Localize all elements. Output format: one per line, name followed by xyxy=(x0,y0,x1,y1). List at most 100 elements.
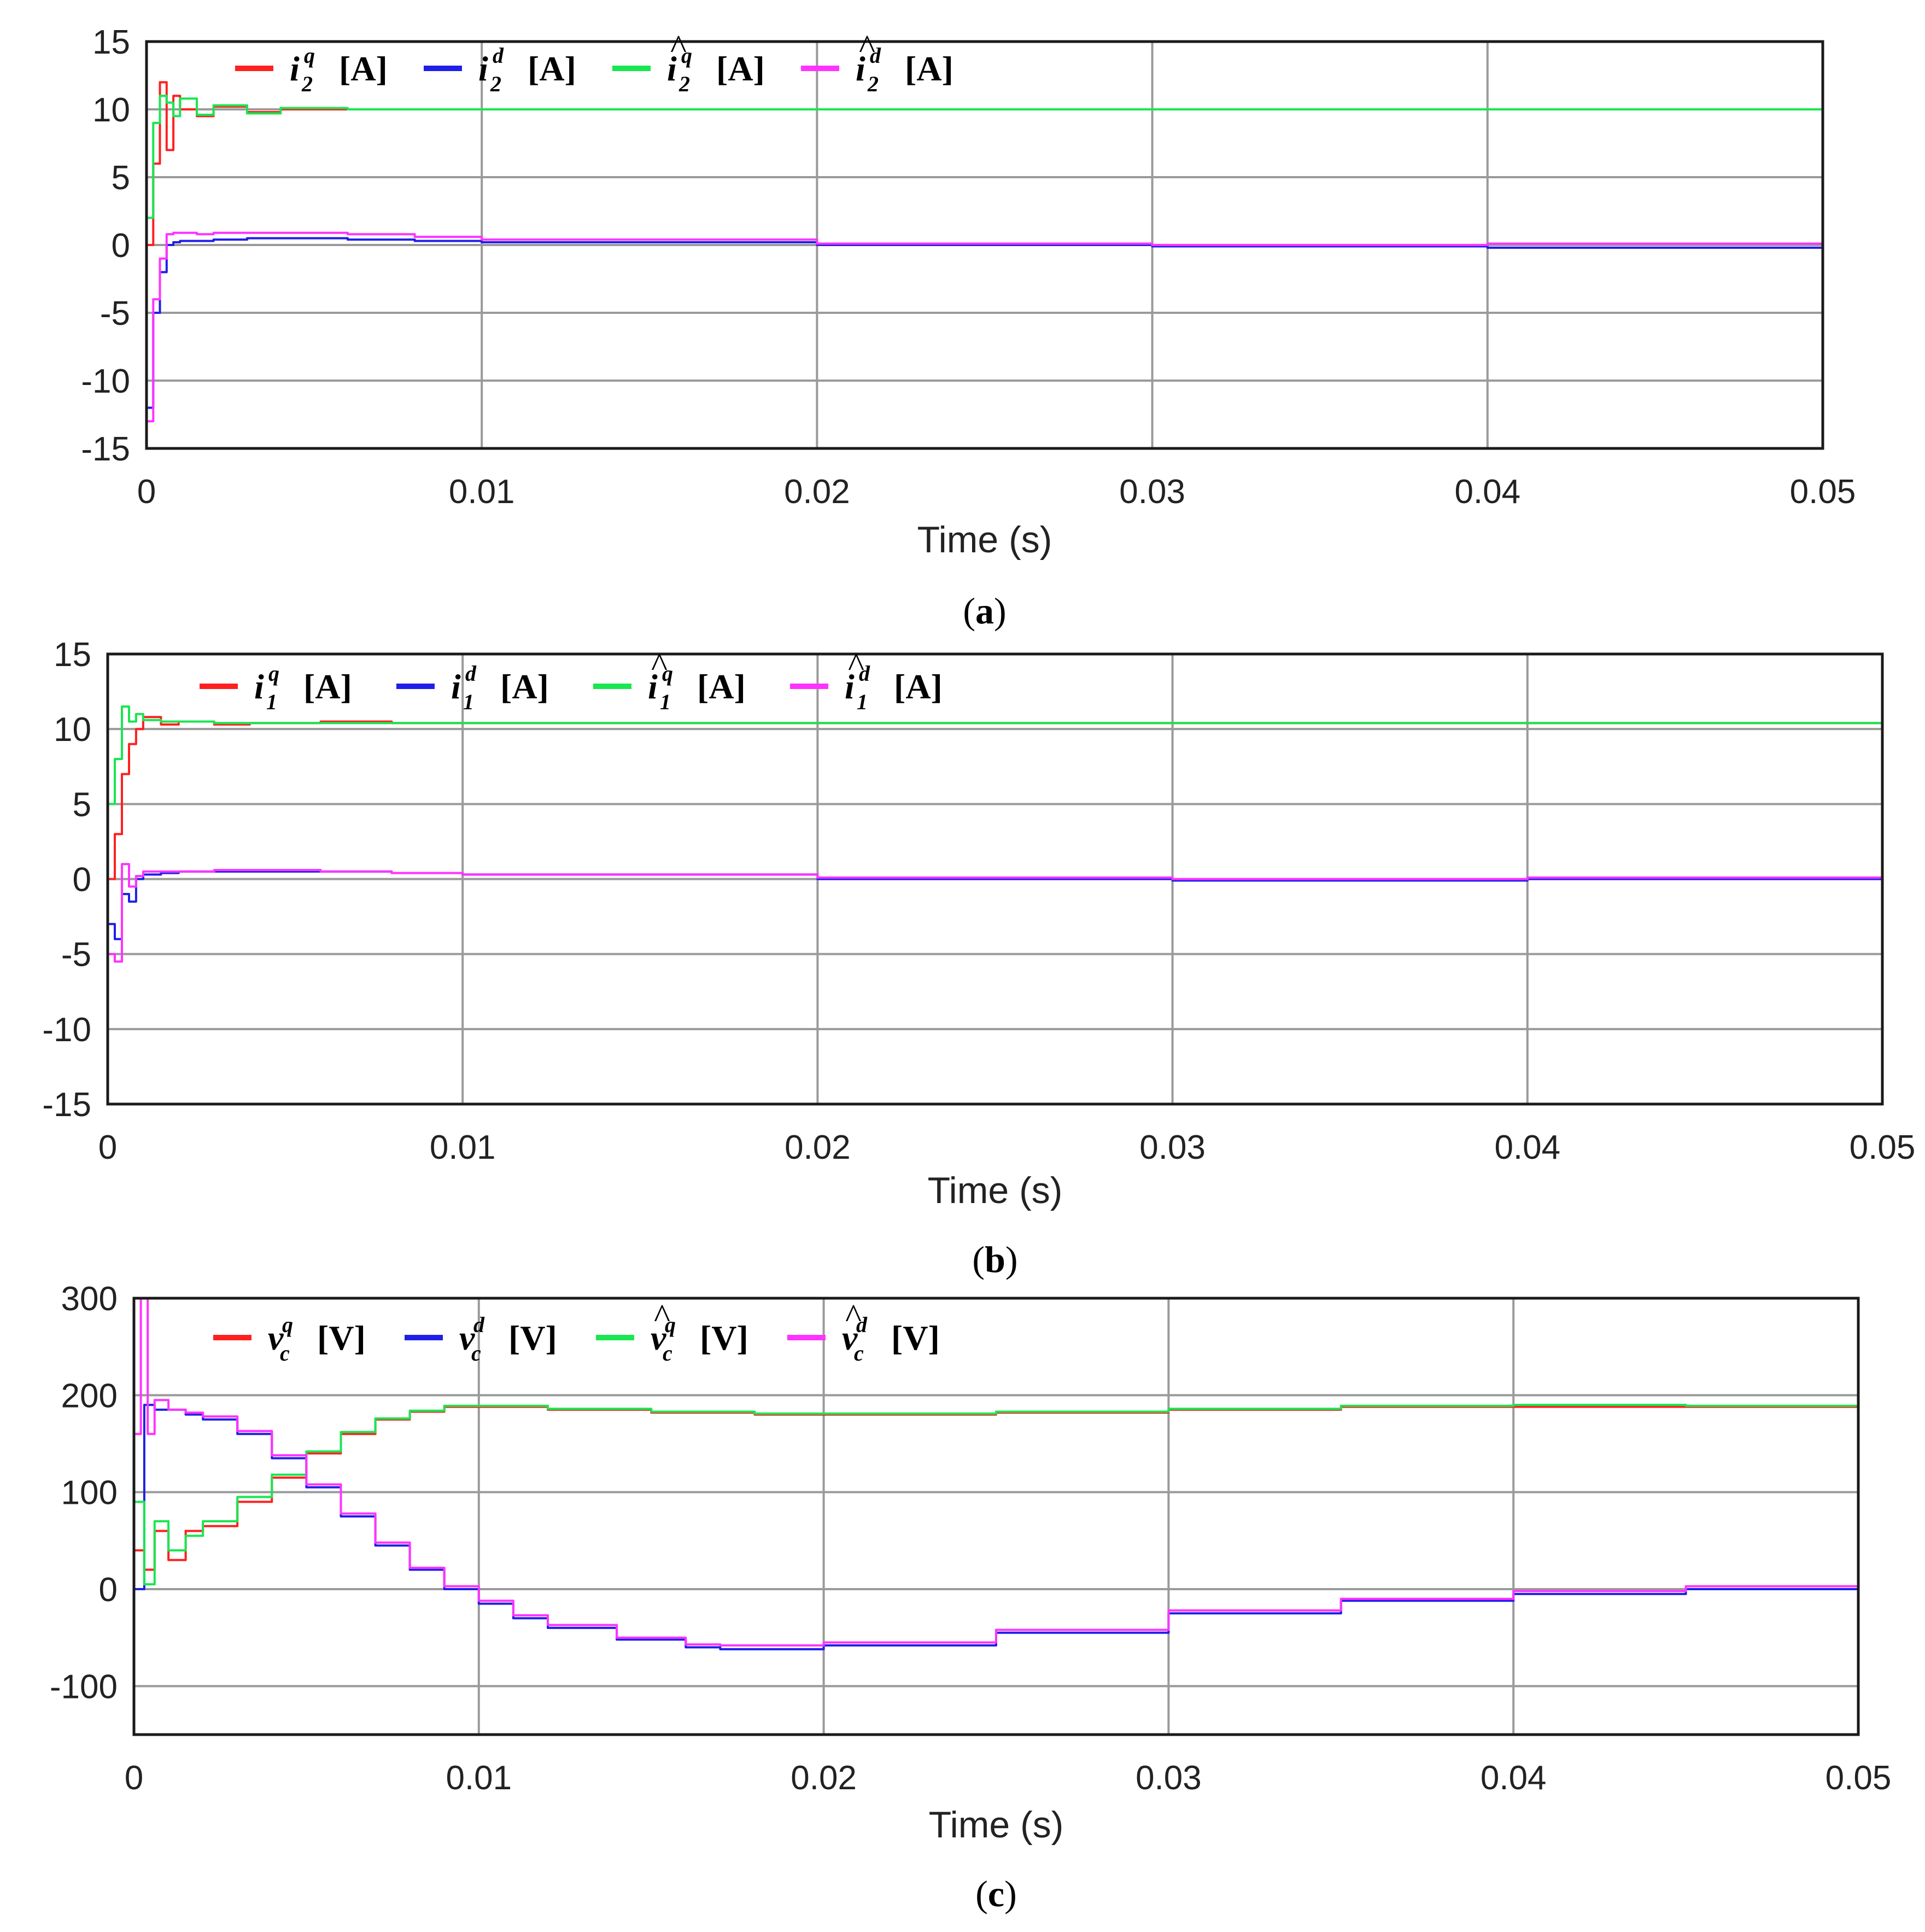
legend-unit: [A] xyxy=(697,667,746,706)
panel-caption: (b) xyxy=(972,1239,1017,1280)
legend-symbol: i xyxy=(478,49,488,88)
y-tick-label: 200 xyxy=(61,1377,118,1415)
x-tick-label: 0.02 xyxy=(784,473,850,511)
legend-symbol: i xyxy=(451,667,461,706)
legend-superscript: d xyxy=(465,661,477,686)
legend-hat: ^ xyxy=(651,645,668,684)
legend-superscript: q xyxy=(662,661,673,686)
plot-frame xyxy=(106,652,1884,1106)
y-tick-label: 10 xyxy=(54,711,91,749)
legend-symbol: i xyxy=(290,49,300,88)
legend-hat: ^ xyxy=(845,1297,862,1335)
x-axis-label: Time (s) xyxy=(917,519,1052,561)
panel-caption-letter: a xyxy=(975,590,994,632)
series-line-vcd_hat xyxy=(134,1297,1859,1647)
y-tick-label: 300 xyxy=(61,1280,118,1318)
series-line-i1q_hat xyxy=(108,705,1882,806)
legend-subscript: 2 xyxy=(678,72,690,96)
y-tick-label: 0 xyxy=(99,1571,118,1609)
legend-superscript: q xyxy=(268,661,279,686)
y-tick-label: 15 xyxy=(54,636,91,674)
x-tick-label: 0.05 xyxy=(1825,1759,1892,1797)
legend-unit: [A] xyxy=(528,49,576,88)
legend-symbol: v xyxy=(651,1318,666,1357)
x-tick-label: 0.02 xyxy=(785,1129,851,1166)
panel-a: 0 0.01 0.02 0.03 0.04 0.05 15 10 5 0 -5 -10 -15 Time … xyxy=(81,24,1856,632)
panel-caption: (a) xyxy=(963,590,1006,632)
legend-symbol: v xyxy=(459,1318,475,1357)
y-tick-label: -5 xyxy=(61,936,91,974)
x-tick-label: 0.03 xyxy=(1139,1129,1206,1166)
legend-unit: [A] xyxy=(716,49,765,88)
legend-unit: [A] xyxy=(905,49,953,88)
x-tick-label: 0.04 xyxy=(1481,1759,1547,1797)
y-tick-label: 0 xyxy=(73,861,91,899)
legend-symbol: i xyxy=(254,667,264,706)
panel-caption: (c) xyxy=(975,1873,1017,1915)
legend-unit: [V] xyxy=(317,1318,366,1357)
legend-subscript: 2 xyxy=(490,72,501,96)
legend-unit: [V] xyxy=(508,1318,557,1357)
legend-subscript: 1 xyxy=(857,690,868,714)
legend-superscript: d xyxy=(870,43,881,68)
legend-symbol: i xyxy=(845,667,855,706)
legend-superscript: d xyxy=(856,1312,868,1337)
x-tick-label: 0.01 xyxy=(430,1129,496,1166)
y-tick-label: -10 xyxy=(81,363,130,400)
plot-area xyxy=(134,1298,1858,1735)
panel-caption-letter: c xyxy=(988,1873,1004,1915)
legend: i 1q [A] i 1d [A] i^1q [A] i^1d [A] xyxy=(200,645,943,714)
y-tick-label: 100 xyxy=(61,1474,118,1512)
legend-subscript: c xyxy=(280,1341,290,1365)
series-line-vcq_hat xyxy=(134,1404,1858,1586)
series-line-i2q_hat xyxy=(147,95,1823,219)
legend-hat: ^ xyxy=(859,27,875,66)
x-tick-label: 0 xyxy=(125,1759,143,1797)
legend-unit: [A] xyxy=(339,49,388,88)
plot-frame xyxy=(132,1297,1860,1736)
x-tick-label: 0.04 xyxy=(1454,473,1520,511)
plot-frame xyxy=(145,40,1824,450)
y-tick-label: -15 xyxy=(81,430,130,468)
x-tick-label: 0 xyxy=(137,473,156,511)
y-tick-label: -100 xyxy=(50,1668,118,1706)
x-tick-label: 0.01 xyxy=(446,1759,512,1797)
legend-superscript: q xyxy=(282,1312,293,1337)
y-tick-label: -5 xyxy=(100,295,130,332)
x-tick-label: 0.05 xyxy=(1850,1129,1916,1166)
legend-symbol: i xyxy=(856,49,865,88)
x-axis-label: Time (s) xyxy=(928,1170,1063,1211)
x-tick-label: 0.05 xyxy=(1790,473,1856,511)
y-tick-label: 5 xyxy=(112,159,130,197)
panel-caption-letter: b xyxy=(985,1239,1005,1280)
x-tick-label: 0 xyxy=(98,1129,117,1166)
legend-unit: [A] xyxy=(500,667,549,706)
x-tick-label: 0.03 xyxy=(1119,473,1185,511)
legend: vcq [V] vcd [V] v^cq [V] v^cd [V] xyxy=(213,1297,940,1365)
legend-subscript: 1 xyxy=(463,690,474,714)
y-tick-label: 5 xyxy=(73,786,91,824)
legend-hat: ^ xyxy=(670,27,687,66)
legend-symbol: i xyxy=(648,667,658,706)
x-tick-label: 0.02 xyxy=(791,1759,857,1797)
legend-superscript: q xyxy=(681,43,692,68)
legend-unit: [V] xyxy=(700,1318,748,1357)
x-tick-label: 0.04 xyxy=(1494,1129,1560,1166)
legend-subscript: 1 xyxy=(660,690,671,714)
series-line-i1d_hat xyxy=(108,863,1882,963)
panel-c: 0 0.01 0.02 0.03 0.04 0.05 300 200 100 0 -100 Time … xyxy=(50,1280,1891,1915)
x-tick-label: 0.03 xyxy=(1136,1759,1202,1797)
x-axis-label: Time (s) xyxy=(929,1804,1064,1846)
legend-superscript: d xyxy=(493,43,504,68)
legend-unit: [V] xyxy=(891,1318,940,1357)
legend-subscript: c xyxy=(471,1341,481,1365)
y-tick-label: 15 xyxy=(92,24,130,61)
x-tick-label: 0.01 xyxy=(449,473,515,511)
legend-superscript: q xyxy=(665,1312,676,1337)
y-tick-label: -15 xyxy=(42,1086,91,1124)
legend-unit: [A] xyxy=(303,667,352,706)
legend: i 2q [A] i 2d [A] i^2q [A] i^2d [A] xyxy=(235,27,953,96)
legend-hat: ^ xyxy=(654,1297,670,1335)
legend-subscript: c xyxy=(663,1341,672,1365)
